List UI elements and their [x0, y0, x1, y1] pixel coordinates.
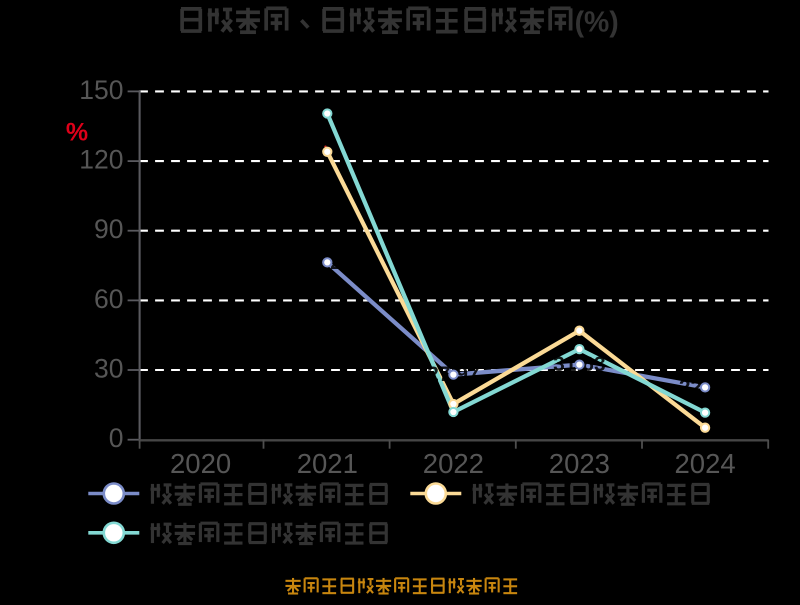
svg-text:2021: 2021 [297, 448, 358, 479]
svg-text:150: 150 [79, 75, 123, 105]
svg-text:120: 120 [79, 145, 123, 175]
svg-text:0: 0 [109, 423, 124, 453]
svg-text:2020: 2020 [170, 448, 231, 479]
svg-text:%: % [66, 119, 88, 147]
svg-text:2024: 2024 [675, 448, 736, 479]
svg-text:2023: 2023 [549, 448, 610, 479]
svg-text:30: 30 [94, 354, 123, 384]
svg-text:60: 60 [94, 284, 123, 314]
svg-text:90: 90 [94, 214, 123, 244]
svg-text:(%): (%) [575, 7, 619, 39]
svg-text:2022: 2022 [423, 448, 484, 479]
